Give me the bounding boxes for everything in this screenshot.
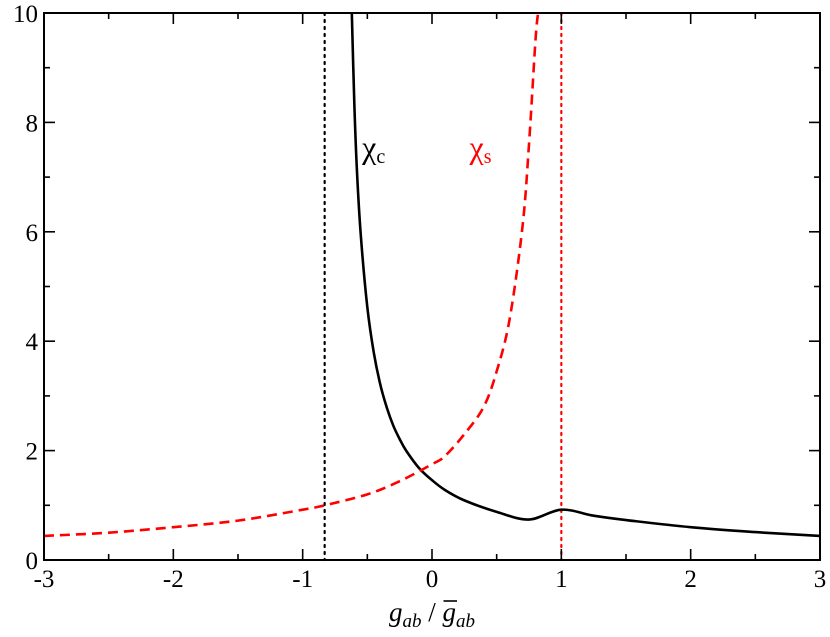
x-tick-label: -1	[292, 566, 313, 593]
series-label-chi-c: χc	[361, 129, 385, 168]
series-label-chi-s-main: χ	[469, 129, 485, 165]
x-tick-label: 0	[426, 566, 439, 593]
x-axis-label-sub: ab	[402, 611, 421, 632]
series-label-chi-s-sub: s	[484, 146, 492, 168]
x-tick-label: 3	[814, 566, 827, 593]
tick-labels: -3 -2 -1 0 1 2 3 0 2 4 6 8 10	[13, 1, 826, 593]
y-tick-label: 6	[26, 220, 39, 247]
series-line-chi-c	[350, 12, 821, 538]
y-tick-label: 4	[26, 329, 39, 356]
y-tick-label: 2	[26, 439, 39, 466]
series-label-chi-c-sub: c	[376, 146, 385, 168]
y-tick-label: 0	[26, 548, 39, 575]
x-axis-label-sub2: ab	[456, 611, 475, 632]
series-label-chi-c-main: χ	[361, 129, 377, 165]
x-tick-label: -3	[34, 566, 55, 593]
x-axis-label-main2: g	[443, 597, 457, 627]
x-tick-label: 1	[555, 566, 568, 593]
x-tick-label: -2	[163, 566, 184, 593]
series-line-chi-s	[43, 12, 540, 538]
axis-ticks	[43, 12, 821, 561]
x-tick-label: 2	[684, 566, 697, 593]
plot-content	[43, 11, 821, 562]
x-axis-label: gab / gab	[389, 597, 475, 632]
y-tick-label: 10	[13, 1, 38, 28]
y-tick-label: 8	[26, 110, 39, 137]
plot-frame	[43, 12, 821, 561]
series-label-chi-s: χs	[469, 129, 492, 168]
x-axis-label-separator: /	[421, 597, 442, 627]
x-axis-label-main: g	[389, 597, 403, 627]
